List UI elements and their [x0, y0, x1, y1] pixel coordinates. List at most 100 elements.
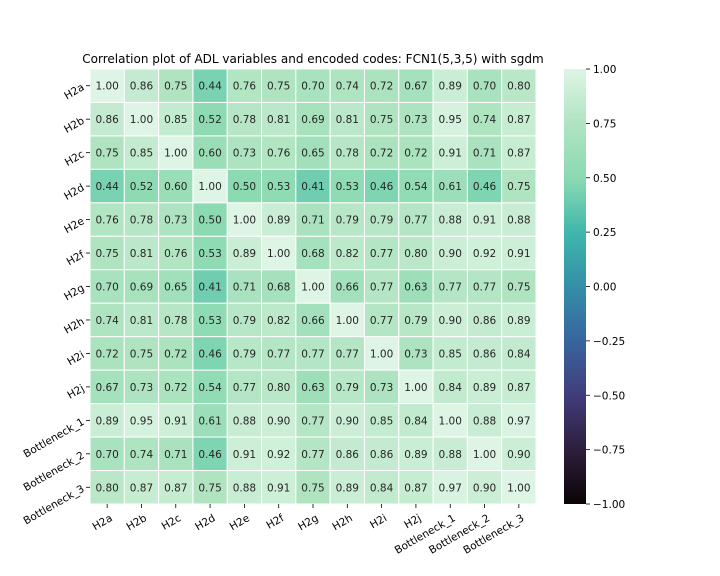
- heatmap-cell-value: 0.89: [439, 81, 462, 93]
- heatmap-cell-value: 0.86: [336, 449, 360, 461]
- heatmap-cell-value: 0.84: [404, 415, 428, 427]
- heatmap-cell-value: 0.91: [507, 248, 530, 260]
- heatmap-cell-value: 0.68: [267, 282, 290, 294]
- heatmap-cell: [89, 336, 125, 371]
- heatmap-cell-value: 0.63: [404, 282, 427, 294]
- heatmap-cell-value: 0.46: [198, 449, 222, 461]
- heatmap-cell-value: 0.84: [370, 482, 394, 494]
- heatmap-cell: [226, 470, 263, 505]
- heatmap-cell-value: 0.74: [473, 114, 497, 126]
- heatmap-cell: [501, 202, 537, 237]
- heatmap-cell-value: 0.77: [370, 282, 393, 294]
- heatmap-cell: [398, 269, 434, 304]
- heatmap-cell: [466, 436, 503, 472]
- colorbar-tick-label: −0.25: [593, 336, 625, 348]
- heatmap-cell-value: 0.91: [164, 415, 187, 427]
- heatmap-cell-value: 0.89: [267, 215, 290, 227]
- heatmap-cell: [158, 101, 194, 137]
- heatmap-cell-value: 0.91: [439, 148, 462, 160]
- heatmap-cell-value: 0.73: [404, 114, 427, 126]
- heatmap-cell-value: 0.73: [404, 348, 427, 360]
- row-tick-label: H2h: [62, 316, 86, 337]
- heatmap-cell: [89, 101, 125, 137]
- heatmap-cell-value: 0.79: [233, 315, 256, 327]
- heatmap-cell: [295, 101, 331, 137]
- heatmap-cell-value: 1.00: [198, 181, 221, 193]
- colorbar-tick-label: 0.50: [593, 173, 616, 185]
- heatmap-cell-value: 0.77: [301, 415, 324, 427]
- heatmap-cell: [398, 101, 434, 137]
- heatmap-cell-value: 0.95: [439, 114, 462, 126]
- heatmap-cell-value: 1.00: [95, 81, 118, 93]
- row-axis: H2aH2bH2cH2dH2eH2fH2gH2hH2iH2jBottleneck…: [21, 81, 90, 527]
- heatmap-cell-value: 0.80: [95, 482, 118, 494]
- heatmap-cell-value: 0.77: [439, 282, 462, 294]
- heatmap-cell-value: 0.76: [233, 81, 257, 93]
- heatmap-cell-value: 0.97: [439, 482, 462, 494]
- heatmap-cell-value: 0.44: [95, 181, 119, 193]
- heatmap-cell-value: 0.63: [301, 382, 324, 394]
- colorbar-tick-label: −0.50: [593, 390, 625, 402]
- heatmap-cell-value: 0.82: [336, 248, 359, 260]
- heatmap-cells: [89, 68, 537, 505]
- heatmap-cell-value: 0.60: [198, 148, 221, 160]
- colorbar-tick-label: 1.00: [593, 64, 616, 76]
- heatmap-cell-value: 0.78: [130, 215, 153, 227]
- heatmap-cell-value: 0.46: [198, 348, 222, 360]
- heatmap-cell: [226, 369, 263, 405]
- heatmap-cell-value: 0.72: [370, 148, 393, 160]
- heatmap-cell-value: 0.85: [164, 114, 187, 126]
- heatmap-cell: [363, 202, 400, 237]
- heatmap-cell-value: 0.75: [130, 348, 153, 360]
- heatmap-cell-value: 0.50: [198, 215, 221, 227]
- heatmap-cell: [363, 269, 400, 304]
- column-tick-label: H2i: [368, 512, 389, 531]
- heatmap-cell-value: 0.73: [130, 382, 153, 394]
- heatmap-cell-value: 0.88: [439, 449, 462, 461]
- heatmap-cell: [466, 68, 503, 103]
- heatmap-cell: [261, 336, 297, 371]
- heatmap-cell: [501, 470, 537, 505]
- heatmap-cell-value: 0.91: [267, 482, 290, 494]
- heatmap-cell-value: 1.00: [301, 282, 324, 294]
- heatmap-cell: [89, 235, 125, 271]
- row-tick-label: H2b: [62, 115, 87, 136]
- heatmap-cell: [295, 302, 331, 338]
- heatmap-cell-value: 0.76: [164, 248, 188, 260]
- heatmap-cell-value: 0.75: [95, 148, 118, 160]
- heatmap-cell: [123, 235, 160, 271]
- row-tick-label: H2g: [62, 282, 86, 303]
- heatmap-cell-value: 0.90: [507, 449, 530, 461]
- heatmap-cell-value: 0.72: [404, 148, 427, 160]
- heatmap-cell: [158, 369, 194, 405]
- heatmap-cell: [226, 135, 263, 170]
- heatmap-cell: [466, 403, 503, 438]
- heatmap-cell-value: 0.53: [198, 248, 221, 260]
- heatmap-cell-value: 1.00: [130, 114, 153, 126]
- heatmap-cell-value: 0.75: [267, 81, 290, 93]
- heatmap-cell: [261, 302, 297, 338]
- heatmap-cell-value: 0.75: [95, 248, 118, 260]
- heatmap-cell-value: 1.00: [267, 248, 290, 260]
- heatmap-cell-value: 0.72: [164, 382, 187, 394]
- heatmap-cell-value: 0.54: [198, 382, 222, 394]
- heatmap-cell-value: 0.75: [507, 181, 530, 193]
- heatmap-cell-value: 0.67: [404, 81, 427, 93]
- heatmap-cell-value: 0.79: [370, 215, 393, 227]
- heatmap-cell-value: 0.75: [370, 114, 393, 126]
- row-tick-label: H2d: [62, 182, 86, 203]
- heatmap-cell-value: 0.80: [267, 382, 290, 394]
- heatmap-cell: [466, 202, 503, 237]
- row-tick-label: H2c: [63, 148, 87, 169]
- heatmap-cell-value: 1.00: [404, 382, 427, 394]
- heatmap-cell-value: 0.91: [473, 215, 496, 227]
- heatmap-cell-value: 0.77: [336, 348, 359, 360]
- heatmap-cell-value: 0.89: [507, 315, 530, 327]
- colorbar-tick-label: −1.00: [593, 499, 625, 511]
- heatmap-cell-value: 0.79: [336, 382, 359, 394]
- heatmap-cell: [192, 269, 228, 304]
- heatmap-cell-value: 0.86: [473, 348, 497, 360]
- heatmap-cell: [363, 403, 400, 438]
- heatmap-cell: [432, 135, 468, 170]
- heatmap-cell-value: 0.71: [301, 215, 324, 227]
